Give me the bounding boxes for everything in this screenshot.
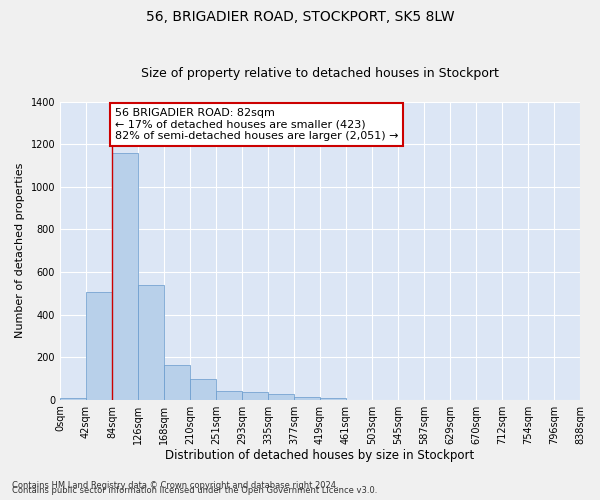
Bar: [86, 292, 112, 400]
X-axis label: Distribution of detached houses by size in Stockport: Distribution of detached houses by size …: [166, 450, 475, 462]
Text: 56, BRIGADIER ROAD, STOCKPORT, SK5 8LW: 56, BRIGADIER ROAD, STOCKPORT, SK5 8LW: [146, 10, 454, 24]
Y-axis label: Number of detached properties: Number of detached properties: [15, 163, 25, 338]
Bar: [190, 380, 216, 400]
Bar: [268, 394, 294, 400]
Text: 56 BRIGADIER ROAD: 82sqm
← 17% of detached houses are smaller (423)
82% of semi-: 56 BRIGADIER ROAD: 82sqm ← 17% of detach…: [115, 108, 398, 141]
Text: Contains HM Land Registry data © Crown copyright and database right 2024.: Contains HM Land Registry data © Crown c…: [12, 481, 338, 490]
Bar: [216, 391, 242, 400]
Bar: [112, 152, 138, 400]
Bar: [242, 392, 268, 400]
Text: Contains public sector information licensed under the Open Government Licence v3: Contains public sector information licen…: [12, 486, 377, 495]
Title: Size of property relative to detached houses in Stockport: Size of property relative to detached ho…: [141, 66, 499, 80]
Bar: [138, 284, 164, 400]
Bar: [294, 396, 320, 400]
Bar: [60, 398, 86, 400]
Bar: [320, 398, 346, 400]
Bar: [164, 364, 190, 400]
